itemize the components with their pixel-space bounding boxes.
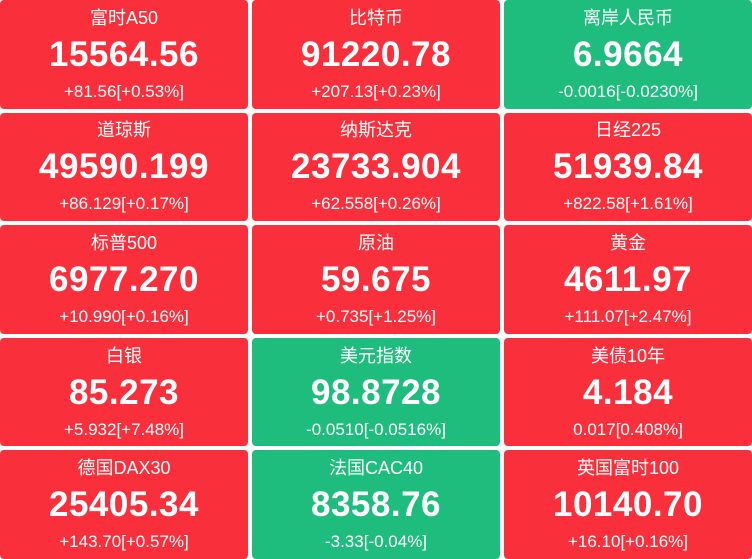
market-tile[interactable]: 法国CAC40 8358.76 -3.33[-0.04%] (252, 450, 500, 559)
market-tile[interactable]: 美债10年 4.184 0.017[0.408%] (504, 337, 752, 447)
market-tile[interactable]: 纳斯达克 23733.904 +62.558[+0.26%] (252, 112, 500, 222)
instrument-change: +81.56[+0.53%] (63, 81, 185, 101)
market-tile[interactable]: 日经225 51939.84 +822.58[+1.61%] (504, 112, 752, 222)
instrument-price: 91220.78 (301, 34, 451, 74)
instrument-name: 黄金 (610, 232, 646, 253)
instrument-price: 15564.56 (49, 34, 199, 74)
instrument-name: 纳斯达克 (340, 120, 412, 141)
instrument-price: 51939.84 (553, 147, 703, 187)
market-tile[interactable]: 富时A50 15564.56 +81.56[+0.53%] (0, 0, 248, 109)
instrument-price: 85.273 (68, 372, 180, 412)
instrument-price: 98.8728 (310, 372, 442, 412)
instrument-change: -0.0016[-0.0230%] (558, 81, 698, 101)
instrument-name: 白银 (106, 345, 142, 366)
instrument-name: 美元指数 (340, 345, 412, 366)
instrument-name: 德国DAX30 (77, 458, 171, 479)
instrument-name: 英国富时100 (576, 458, 680, 479)
market-tile[interactable]: 英国富时100 10140.70 +16.10[+0.16%] (504, 450, 752, 559)
market-tile[interactable]: 道琼斯 49590.199 +86.129[+0.17%] (0, 112, 248, 222)
instrument-price: 8358.76 (310, 485, 442, 525)
instrument-price: 25405.34 (49, 485, 199, 525)
instrument-change: -3.33[-0.04%] (324, 532, 428, 552)
market-tile[interactable]: 原油 59.675 +0.735[+1.25%] (252, 225, 500, 334)
instrument-change: +5.932[+7.48%] (63, 419, 185, 439)
market-tile[interactable]: 标普500 6977.270 +10.990[+0.16%] (0, 225, 248, 334)
instrument-change: +111.07[+2.47%] (564, 306, 692, 326)
instrument-name: 原油 (358, 232, 394, 253)
instrument-change: 0.017[0.408%] (573, 419, 683, 439)
instrument-change: +207.13[+0.23%] (311, 81, 441, 101)
instrument-price: 10140.70 (553, 485, 703, 525)
instrument-price: 6.9664 (572, 34, 684, 74)
instrument-change: +86.129[+0.17%] (59, 194, 189, 214)
instrument-price: 6977.270 (49, 259, 199, 299)
instrument-name: 美债10年 (590, 345, 666, 366)
instrument-change: +16.10[+0.16%] (567, 532, 689, 552)
instrument-name: 离岸人民币 (583, 7, 673, 28)
instrument-change: +822.58[+1.61%] (563, 194, 693, 214)
market-tile[interactable]: 离岸人民币 6.9664 -0.0016[-0.0230%] (504, 0, 752, 109)
instrument-change: +62.558[+0.26%] (311, 194, 441, 214)
instrument-price: 59.675 (320, 259, 432, 299)
instrument-name: 法国CAC40 (328, 458, 424, 479)
market-tile[interactable]: 比特币 91220.78 +207.13[+0.23%] (252, 0, 500, 109)
instrument-change: +10.990[+0.16%] (59, 306, 189, 326)
instrument-name: 富时A50 (89, 7, 159, 28)
instrument-price: 49590.199 (39, 147, 209, 187)
instrument-name: 道琼斯 (97, 120, 151, 141)
instrument-price: 4.184 (582, 372, 674, 412)
instrument-change: +143.70[+0.57%] (59, 532, 189, 552)
market-tile[interactable]: 黄金 4611.97 +111.07[+2.47%] (504, 225, 752, 334)
instrument-name: 标普500 (90, 232, 158, 253)
market-tile[interactable]: 白银 85.273 +5.932[+7.48%] (0, 337, 248, 447)
market-tile[interactable]: 美元指数 98.8728 -0.0510[-0.0516%] (252, 337, 500, 447)
instrument-name: 日经225 (594, 120, 662, 141)
instrument-change: +0.735[+1.25%] (315, 306, 437, 326)
instrument-price: 23733.904 (291, 147, 461, 187)
market-tile[interactable]: 德国DAX30 25405.34 +143.70[+0.57%] (0, 450, 248, 559)
instrument-name: 比特币 (349, 7, 403, 28)
instrument-change: -0.0510[-0.0516%] (306, 419, 446, 439)
instrument-price: 4611.97 (563, 259, 693, 299)
